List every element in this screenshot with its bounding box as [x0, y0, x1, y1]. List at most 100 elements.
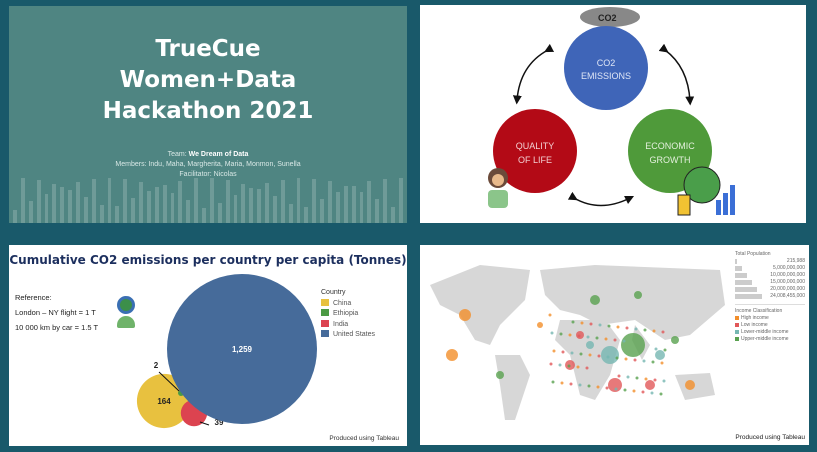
cycle-diagram: CO2 CO2 EMISSIONS QUALITY OF LIFE ECONOM… — [488, 7, 735, 216]
country-marker[interactable] — [589, 322, 593, 326]
country-marker[interactable] — [623, 388, 627, 392]
income-legend-item[interactable]: Upper-middle income — [735, 336, 805, 343]
country-marker[interactable] — [607, 324, 611, 328]
bubble-china[interactable] — [136, 373, 192, 429]
country-marker[interactable] — [651, 360, 655, 364]
country-marker[interactable] — [579, 352, 583, 356]
country-marker[interactable] — [597, 354, 601, 358]
country-marker[interactable] — [550, 331, 554, 335]
country-marker[interactable] — [652, 329, 656, 333]
country-marker[interactable] — [601, 346, 619, 364]
bubble-united-states[interactable] — [167, 274, 317, 424]
country-marker[interactable] — [587, 384, 591, 388]
country-marker[interactable] — [632, 389, 636, 393]
country-marker[interactable] — [634, 291, 642, 299]
legend-item[interactable]: India — [321, 319, 375, 331]
country-marker[interactable] — [576, 365, 580, 369]
country-marker[interactable] — [671, 336, 679, 344]
country-marker[interactable] — [663, 348, 667, 352]
co2-label: EMISSIONS — [581, 71, 631, 81]
country-marker[interactable] — [605, 386, 609, 390]
country-marker[interactable] — [661, 330, 665, 334]
legend-item[interactable]: United States — [321, 330, 375, 341]
country-marker[interactable] — [608, 378, 622, 392]
country-marker[interactable] — [660, 361, 664, 365]
country-marker[interactable] — [459, 309, 471, 321]
country-marker[interactable] — [685, 380, 695, 390]
country-marker[interactable] — [604, 337, 608, 341]
bar — [304, 207, 309, 223]
bar — [115, 206, 120, 223]
country-marker[interactable] — [615, 356, 619, 360]
slide-world-map[interactable]: Total Population 215,988 5,000,000,000 10,… — [420, 245, 809, 445]
country-marker[interactable] — [590, 295, 600, 305]
country-marker[interactable] — [552, 349, 556, 353]
country-marker[interactable] — [567, 364, 571, 368]
country-marker[interactable] — [644, 377, 648, 381]
country-marker[interactable] — [595, 336, 599, 340]
country-marker[interactable] — [653, 378, 657, 382]
country-marker[interactable] — [614, 387, 618, 391]
country-marker[interactable] — [586, 335, 590, 339]
country-marker[interactable] — [635, 376, 639, 380]
country-marker[interactable] — [549, 362, 553, 366]
country-marker[interactable] — [622, 339, 626, 343]
country-marker[interactable] — [578, 383, 582, 387]
country-marker[interactable] — [650, 391, 654, 395]
country-marker[interactable] — [624, 357, 628, 361]
country-marker[interactable] — [616, 325, 620, 329]
country-marker[interactable] — [585, 366, 589, 370]
country-marker[interactable] — [558, 363, 562, 367]
country-marker[interactable] — [570, 351, 574, 355]
country-marker[interactable] — [586, 341, 594, 349]
country-marker[interactable] — [537, 322, 543, 328]
income-swatch — [735, 337, 739, 341]
country-marker[interactable] — [571, 320, 575, 324]
country-marker[interactable] — [613, 338, 617, 342]
country-marker[interactable] — [645, 380, 655, 390]
country-marker[interactable] — [569, 382, 573, 386]
country-marker[interactable] — [626, 375, 630, 379]
country-marker[interactable] — [496, 371, 504, 379]
legend-item[interactable]: China — [321, 298, 375, 310]
country-marker[interactable] — [641, 390, 645, 394]
country-marker[interactable] — [588, 353, 592, 357]
slide-title[interactable]: TrueCue Women+Data Hackathon 2021 Team: … — [9, 6, 407, 223]
country-marker[interactable] — [560, 381, 564, 385]
income-swatch — [735, 316, 739, 320]
country-marker[interactable] — [634, 327, 638, 331]
slide-bubble-chart[interactable]: Cumulative CO2 emissions per country per… — [9, 245, 407, 446]
country-marker[interactable] — [561, 350, 565, 354]
legend-item[interactable]: Ethiopia — [321, 309, 375, 320]
country-marker[interactable] — [559, 332, 563, 336]
arrow — [567, 191, 635, 207]
income-legend-item[interactable]: Lower-middle income — [735, 329, 805, 336]
income-legend-item[interactable]: Low income — [735, 322, 805, 329]
country-marker[interactable] — [446, 349, 458, 361]
country-marker[interactable] — [551, 380, 555, 384]
country-marker[interactable] — [621, 333, 645, 357]
country-marker[interactable] — [625, 326, 629, 330]
income-legend-item[interactable]: High income — [735, 315, 805, 322]
slide-cycle-diagram[interactable]: CO2 CO2 EMISSIONS QUALITY OF LIFE ECONOM… — [420, 5, 806, 223]
country-marker[interactable] — [643, 328, 647, 332]
country-marker[interactable] — [598, 323, 602, 327]
country-marker[interactable] — [659, 392, 663, 396]
country-marker[interactable] — [617, 374, 621, 378]
country-marker[interactable] — [633, 358, 637, 362]
country-marker[interactable] — [655, 350, 665, 360]
label-pointer — [158, 371, 180, 392]
bar — [209, 178, 214, 223]
country-marker[interactable] — [577, 334, 581, 338]
country-marker[interactable] — [548, 313, 552, 317]
bar — [91, 179, 96, 223]
country-marker[interactable] — [606, 355, 610, 359]
country-marker[interactable] — [568, 333, 572, 337]
country-marker[interactable] — [662, 379, 666, 383]
world-map[interactable] — [420, 245, 735, 445]
population-legend-title: Total Population — [735, 251, 771, 257]
country-marker[interactable] — [642, 359, 646, 363]
country-marker[interactable] — [580, 321, 584, 325]
country-marker[interactable] — [596, 385, 600, 389]
country-marker[interactable] — [654, 347, 658, 351]
